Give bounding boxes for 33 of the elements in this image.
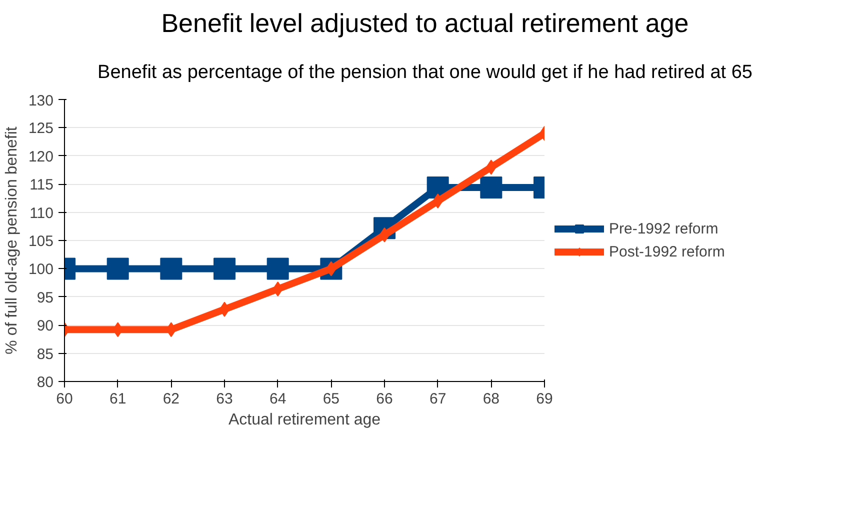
y-tick-label: 110 [30,204,54,222]
y-tick-label: 130 [28,92,54,110]
y-tick-label: 120 [28,148,54,166]
x-tick-label: 60 [56,390,73,408]
y-tick-label: 90 [36,318,54,335]
point [214,258,236,280]
legend-label: Post-1992 reform [609,243,725,260]
x-tick-label: 67 [429,390,446,408]
y-axis-title: % of full old-age pension benefit [3,126,20,354]
x-tick-label: 68 [482,390,500,408]
y-tick-label: 105 [28,233,54,250]
point [106,258,129,280]
x-tick-label: 69 [536,390,553,408]
point [266,258,289,280]
y-tick-label: 85 [36,346,54,363]
chart-title: Benefit level adjusted to actual retirement age [161,7,689,40]
y-tick-label: 95 [36,289,54,306]
point [219,302,230,317]
x-tick-label: 66 [376,390,393,408]
point [160,258,182,280]
y-tick-label: 80 [36,374,54,391]
legend-label: Pre-1992 reform [609,220,718,237]
y-tick-label: 115 [30,176,54,194]
x-tick-label: 61 [109,390,126,408]
x-tick-label: 63 [216,390,233,408]
chart-subtitle: Benefit as percentage of the pension that one would get if he had retired at 65 [98,61,752,85]
y-tick-label: 125 [28,120,54,138]
x-tick-label: 62 [162,390,180,408]
x-tick-label: 64 [269,390,286,408]
y-tick-label: 100 [28,261,54,278]
x-axis-title: Actual retirement age [228,412,381,428]
x-tick-label: 65 [322,390,340,408]
point [480,176,502,198]
